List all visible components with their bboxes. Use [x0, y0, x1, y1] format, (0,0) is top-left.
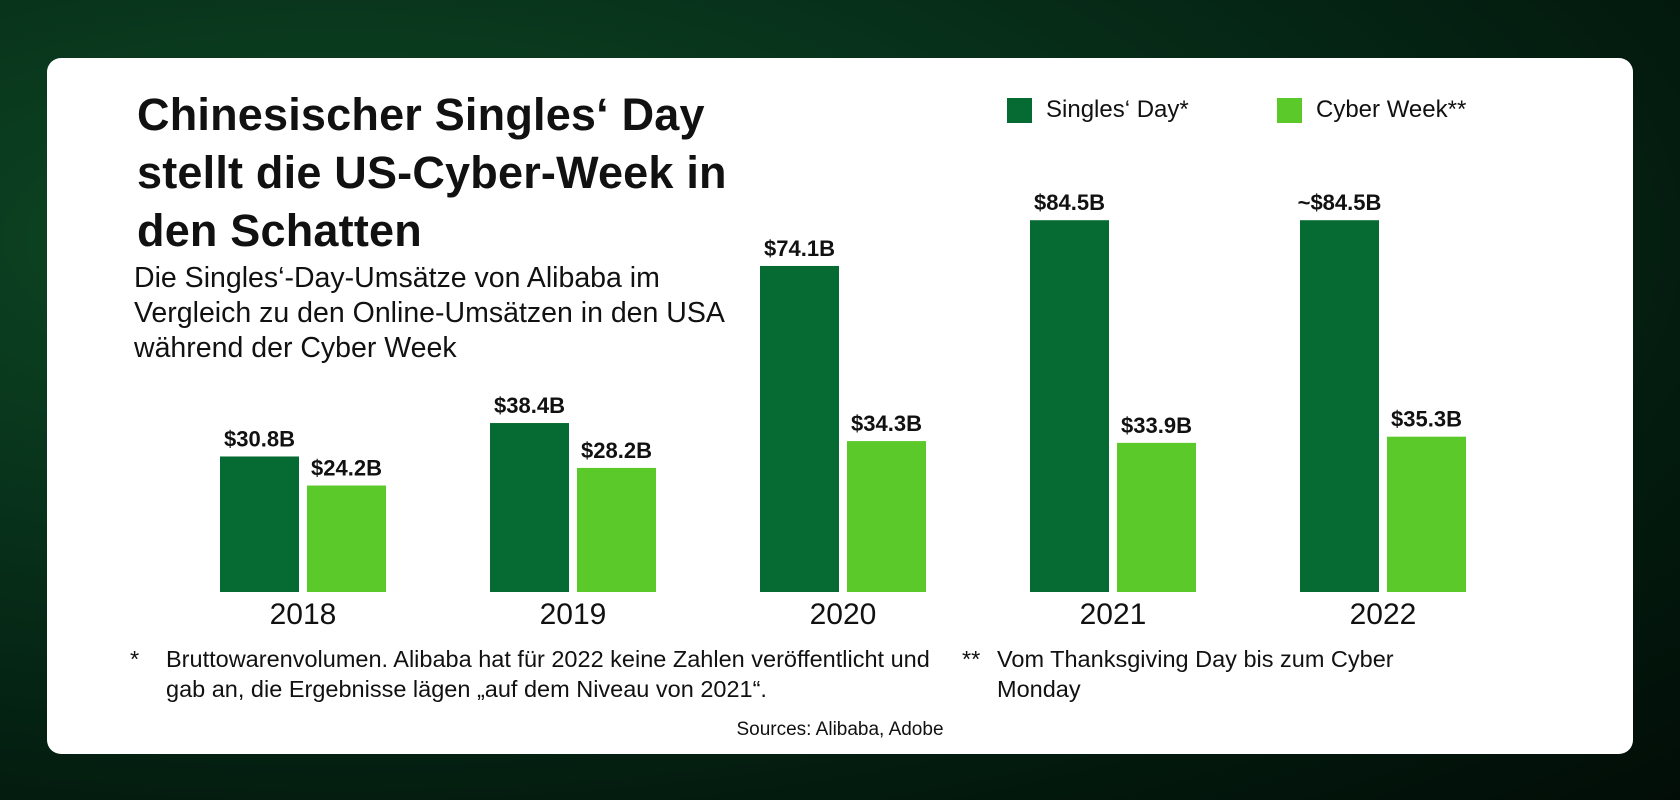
- bar-chart: $30.8B $24.2B 2018 $38.4B $28.2B 2019 $74.1B $3…: [220, 190, 1466, 631]
- footnote-text: Vom Thanksgiving Day bis zum Cyber Monda…: [997, 646, 1394, 702]
- x-tick-label-2022: 2022: [1350, 598, 1417, 631]
- legend-item-cyber-week: Cyber Week**: [1277, 96, 1466, 124]
- data-label-singles-day-2021: $84.5B: [1034, 190, 1105, 215]
- footnote-text: Bruttowarenvolumen. Alibaba hat für 2022…: [166, 646, 930, 702]
- bar-singles-day-2022: [1300, 220, 1379, 592]
- chart-card: Chinesischer Singles‘ Day stellt die US-…: [47, 58, 1633, 754]
- footnote-mark: *: [130, 646, 140, 672]
- chart-title: Chinesischer Singles‘ Day stellt die US-…: [137, 89, 727, 256]
- bar-cyber-week-2021: [1117, 442, 1196, 592]
- legend-label-cyber-week: Cyber Week**: [1316, 96, 1467, 123]
- data-label-singles-day-2022: ~$84.5B: [1298, 190, 1382, 215]
- bar-singles-day-2020: [760, 265, 839, 592]
- data-label-cyber-week-2022: $35.3B: [1391, 407, 1462, 432]
- data-label-singles-day-2019: $38.4B: [494, 393, 565, 418]
- data-label-cyber-week-2018: $24.2B: [311, 456, 382, 481]
- chart-subtitle: Die Singles‘-Day-Umsätze von Alibaba im …: [134, 262, 724, 364]
- footnote-mark: **: [962, 646, 981, 672]
- sources-note: Sources: Alibaba, Adobe: [736, 719, 944, 740]
- bar-cyber-week-2022: [1387, 436, 1466, 592]
- bar-singles-day-2018: [220, 456, 299, 592]
- x-tick-label-2021: 2021: [1080, 598, 1147, 631]
- x-tick-label-2018: 2018: [270, 598, 337, 631]
- x-tick-label-2020: 2020: [810, 598, 877, 631]
- data-label-singles-day-2018: $30.8B: [224, 426, 295, 451]
- bar-singles-day-2019: [490, 423, 569, 592]
- data-label-cyber-week-2020: $34.3B: [851, 411, 922, 436]
- data-label-singles-day-2020: $74.1B: [764, 236, 835, 261]
- legend-swatch-cyber-week: [1277, 97, 1302, 123]
- x-tick-label-2019: 2019: [540, 598, 607, 631]
- legend-item-singles-day: Singles‘ Day*: [1007, 96, 1189, 124]
- bar-cyber-week-2020: [847, 441, 926, 592]
- bar-cyber-week-2018: [307, 485, 386, 592]
- bar-cyber-week-2019: [577, 467, 656, 592]
- legend-label-singles-day: Singles‘ Day*: [1046, 96, 1189, 123]
- bar-singles-day-2021: [1030, 220, 1109, 592]
- legend-swatch-singles-day: [1007, 97, 1032, 123]
- data-label-cyber-week-2019: $28.2B: [581, 438, 652, 463]
- data-label-cyber-week-2021: $33.9B: [1121, 413, 1192, 438]
